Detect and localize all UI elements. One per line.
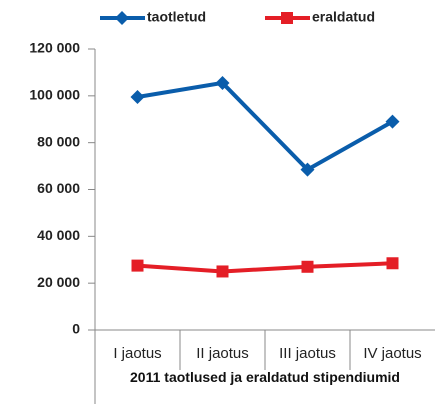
data-point xyxy=(385,114,400,129)
series-line xyxy=(137,80,394,173)
legend-label: eraldatud xyxy=(312,9,375,25)
x-tick-label: III jaotus xyxy=(279,345,336,362)
x-tick-label: II jaotus xyxy=(196,345,249,362)
y-tick-label: 0 xyxy=(72,321,80,337)
legend-marker xyxy=(115,11,129,25)
data-point xyxy=(301,260,314,273)
x-tick-label: IV jaotus xyxy=(363,345,421,362)
data-point xyxy=(130,90,145,105)
legend-label: taotletud xyxy=(147,9,206,25)
y-tick-label: 120 000 xyxy=(29,40,80,56)
y-tick-label: 40 000 xyxy=(37,227,80,243)
data-point xyxy=(215,75,230,90)
data-point xyxy=(131,259,144,272)
y-tick-label: 80 000 xyxy=(37,133,80,149)
y-tick-label: 60 000 xyxy=(37,180,80,196)
y-tick-label: 100 000 xyxy=(29,87,80,103)
legend-marker xyxy=(281,12,293,24)
data-point xyxy=(386,257,399,270)
y-tick-label: 20 000 xyxy=(37,274,80,290)
x-axis-title: 2011 taotlused ja eraldatud stipendiumid xyxy=(130,369,400,385)
data-point xyxy=(300,162,315,177)
series-line xyxy=(137,261,393,274)
x-tick-label: I jaotus xyxy=(113,345,161,362)
data-point xyxy=(216,265,229,278)
